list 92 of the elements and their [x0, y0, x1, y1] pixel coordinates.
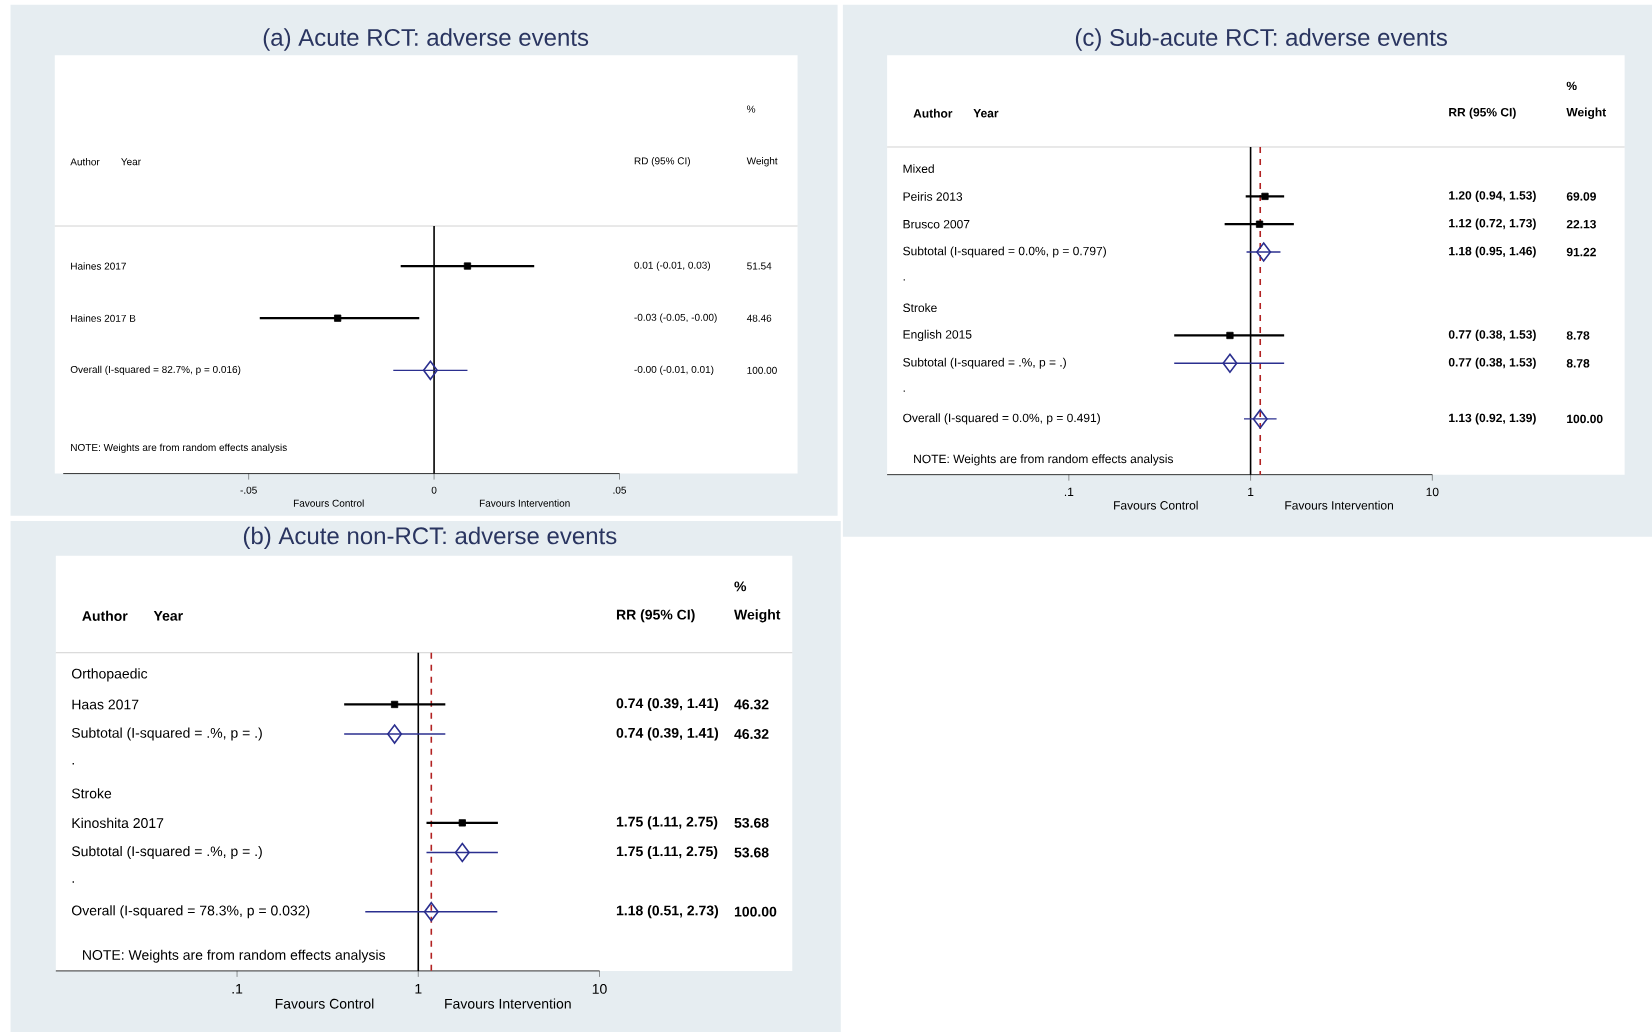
y-tick-label: Subtotal (I-squared = .%, p = .) [71, 727, 262, 741]
chart-title: (c) Sub-acute RCT: adverse events [1075, 28, 1447, 51]
text: Weight [1566, 107, 1607, 119]
text: Favours Intervention [445, 998, 571, 1009]
x-tick-label: .1 [1064, 487, 1074, 496]
y-tick-label: . [72, 881, 74, 883]
text: NOTE: Weights are from random effects analysis [914, 454, 1174, 466]
y-tick-label: Stroke [71, 788, 112, 799]
y-tick-label: . [72, 762, 74, 765]
y-tick-label: Peiris 2013 [903, 191, 963, 201]
y-tick-label: Haas 2017 [72, 699, 139, 710]
point [1222, 353, 1238, 374]
text: Author [70, 158, 100, 166]
text: NOTE: Weights are from random effects analysis [83, 949, 386, 963]
text: 0.77 (0.38, 1.53) [1448, 329, 1536, 342]
y-tick-label: Haines 2017 [71, 262, 126, 270]
text: 46.32 [734, 729, 769, 740]
x-tick-label: .05 [613, 486, 627, 494]
text: Weight [734, 609, 781, 623]
text: 8.78 [1566, 331, 1590, 340]
x-tick-label: 1 [1248, 487, 1254, 496]
y-tick-label: Orthopaedic [71, 668, 148, 682]
y-tick-label: Subtotal (I-squared = 0.0%, p = 0.797) [903, 246, 1106, 258]
y-tick-label: . [903, 390, 905, 392]
point [1261, 192, 1269, 200]
y-tick-label: Overall (I-squared = 0.0%, p = 0.491) [903, 413, 1100, 425]
text: Favours Control [1114, 500, 1198, 510]
text: 1.18 (0.95, 1.46) [1449, 246, 1536, 258]
chart-title: (a) Acute RCT: adverse events [263, 28, 589, 51]
x-tick-label: 10 [1426, 487, 1439, 497]
point [1226, 331, 1234, 340]
text: NOTE: Weights are from random effects analysis [71, 443, 287, 453]
text: 69.09 [1566, 192, 1596, 201]
text: Year [121, 158, 141, 166]
point [1255, 220, 1264, 228]
text: Favours Control [275, 998, 374, 1009]
text: Year [153, 610, 183, 621]
text: 0.01 (-0.01, 0.03) [634, 261, 711, 271]
text: RR (95% CI) [1449, 107, 1516, 119]
text: 100.00 [747, 366, 777, 374]
text: 53.68 [734, 817, 769, 828]
text: 1.75 (1.11, 2.75) [616, 816, 718, 830]
text: RR (95% CI) [616, 609, 695, 623]
text: 91.22 [1566, 247, 1596, 257]
text: Year [973, 109, 999, 118]
y-tick-label: Subtotal (I-squared = .%, p = .) [71, 845, 262, 860]
text: 100.00 [1567, 414, 1603, 424]
text: 1.12 (0.72, 1.73) [1449, 218, 1536, 230]
y-tick-label: Overall (I-squared = 82.7%, p = 0.016) [70, 365, 241, 375]
text: 51.54 [747, 262, 772, 270]
text: % [747, 105, 756, 113]
y-tick-label: Haines 2017 B [71, 314, 136, 322]
x-tick-label: -.05 [240, 486, 257, 494]
point [1252, 409, 1268, 429]
text: Favours Control [293, 499, 364, 507]
y-tick-label: . [903, 279, 905, 281]
text: -0.00 (-0.01, 0.01) [634, 365, 714, 376]
y-tick-label: Kinoshita 2017 [72, 817, 164, 828]
chart-title: (b) Acute non-RCT: adverse events [243, 526, 617, 550]
text: 8.78 [1566, 359, 1590, 368]
text: 1.20 (0.94, 1.53) [1449, 190, 1536, 202]
y-tick-label: Overall (I-squared = 78.3%, p = 0.032) [71, 905, 310, 919]
text: 1.75 (1.11, 2.75) [616, 845, 718, 860]
x-tick-label: 10 [592, 983, 607, 994]
y-tick-label: Brusco 2007 [903, 219, 970, 229]
text: Favours Intervention [479, 499, 570, 507]
text: 1.13 (0.92, 1.39) [1449, 413, 1536, 425]
text: Author [913, 108, 953, 118]
text: % [1566, 81, 1577, 91]
text: 0.74 (0.39, 1.41) [616, 727, 719, 741]
x-tick-label: 1 [415, 983, 422, 994]
text: 100.00 [734, 906, 777, 917]
text: 0.74 (0.39, 1.41) [616, 697, 719, 711]
text: RD (95% CI) [634, 157, 690, 167]
x-tick-label: .1 [232, 983, 243, 994]
y-tick-label: Stroke [903, 303, 937, 313]
text: % [734, 581, 747, 592]
text: 46.32 [734, 699, 769, 710]
text: 1.18 (0.51, 2.73) [616, 905, 719, 919]
text: Author [82, 610, 128, 621]
text: -0.03 (-0.05, -0.00) [634, 313, 717, 323]
text: Weight [746, 157, 778, 167]
y-tick-label: Subtotal (I-squared = .%, p = .) [903, 357, 1066, 369]
text: 53.68 [734, 847, 769, 858]
y-tick-label: English 2015 [903, 329, 972, 342]
x-tick-label: 0 [431, 486, 437, 494]
text: 22.13 [1566, 219, 1596, 229]
y-tick-label: Mixed [903, 164, 934, 173]
text: 0.77 (0.38, 1.53) [1448, 357, 1536, 369]
point [1256, 242, 1272, 262]
text: 48.46 [746, 314, 772, 322]
text: Favours Intervention [1285, 500, 1393, 510]
